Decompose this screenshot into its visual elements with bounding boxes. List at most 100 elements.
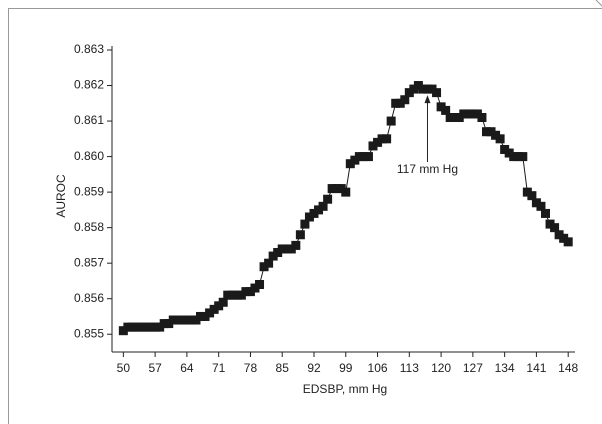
x-tick-label: 50 — [117, 361, 131, 375]
data-point — [223, 290, 233, 300]
data-point — [209, 304, 219, 314]
data-point — [491, 130, 501, 140]
data-point — [141, 322, 151, 332]
y-tick-label: 0.858 — [74, 220, 104, 234]
data-point — [255, 279, 265, 289]
data-point — [196, 311, 206, 321]
x-tick-label: 141 — [526, 361, 546, 375]
data-point — [264, 258, 274, 268]
data-point — [123, 322, 133, 332]
x-tick-label: 120 — [431, 361, 451, 375]
y-tick-label: 0.859 — [74, 184, 104, 198]
data-point — [155, 322, 165, 332]
data-point — [522, 187, 532, 197]
data-point — [300, 219, 310, 229]
data-point — [495, 134, 505, 144]
data-point — [259, 262, 269, 272]
corner-mark — [595, 0, 602, 7]
data-point — [472, 109, 482, 119]
y-tick-label: 0.855 — [74, 326, 104, 340]
y-tick-label: 0.856 — [74, 291, 104, 305]
data-point — [268, 251, 278, 261]
y-tick-label: 0.857 — [74, 255, 104, 269]
data-point — [350, 155, 360, 165]
x-tick-label: 134 — [495, 361, 515, 375]
data-point — [395, 98, 405, 108]
data-point — [377, 134, 387, 144]
data-point — [200, 311, 210, 321]
data-point — [336, 184, 346, 194]
data-point — [382, 134, 392, 144]
data-point — [409, 84, 419, 94]
data-point — [513, 152, 523, 162]
data-point — [554, 230, 564, 240]
y-tick-label: 0.863 — [74, 42, 104, 56]
x-tick-label: 64 — [180, 361, 194, 375]
data-point — [227, 290, 237, 300]
data-point — [368, 141, 378, 151]
data-point — [332, 184, 342, 194]
data-point — [486, 127, 496, 137]
data-point — [432, 88, 442, 98]
data-point — [150, 322, 160, 332]
data-point — [436, 102, 446, 112]
data-point — [127, 322, 137, 332]
data-point — [500, 144, 510, 154]
data-point — [550, 223, 560, 233]
data-point — [345, 159, 355, 169]
data-point — [386, 116, 396, 126]
data-point — [441, 105, 451, 115]
data-point — [282, 244, 292, 254]
data-point — [454, 113, 464, 123]
x-tick-label: 57 — [148, 361, 162, 375]
data-point — [540, 208, 550, 218]
data-point — [132, 322, 142, 332]
y-tick-label: 0.860 — [74, 149, 104, 163]
x-axis-title: EDSBP, mm Hg — [303, 382, 387, 396]
data-point — [159, 319, 169, 329]
data-point — [477, 113, 487, 123]
data-point — [318, 201, 328, 211]
data-point — [527, 191, 537, 201]
data-point — [232, 290, 242, 300]
data-point — [536, 201, 546, 211]
data-point — [295, 230, 305, 240]
x-tick-label: 92 — [307, 361, 321, 375]
data-point — [218, 297, 228, 307]
annotation-arrowhead — [424, 95, 431, 104]
data-point — [354, 152, 364, 162]
data-point — [277, 244, 287, 254]
data-point — [359, 152, 369, 162]
data-point — [164, 319, 174, 329]
data-point — [137, 322, 147, 332]
x-tick-label: 85 — [276, 361, 290, 375]
data-point — [413, 81, 423, 91]
data-point — [531, 198, 541, 208]
x-tick-label: 99 — [339, 361, 353, 375]
y-axis-title: AUROC — [54, 174, 68, 218]
data-point — [418, 84, 428, 94]
data-point — [509, 152, 519, 162]
data-point — [118, 326, 128, 336]
data-point — [304, 212, 314, 222]
data-point — [445, 113, 455, 123]
data-point — [245, 287, 255, 297]
x-tick-label: 113 — [400, 361, 419, 375]
data-point — [186, 315, 196, 325]
data-point — [504, 148, 514, 158]
data-point — [559, 233, 569, 243]
data-point — [173, 315, 183, 325]
data-point — [309, 208, 319, 218]
data-point — [177, 315, 187, 325]
data-point — [518, 152, 528, 162]
data-point — [273, 248, 283, 258]
data-point — [327, 184, 337, 194]
data-point — [563, 237, 573, 247]
data-point — [236, 290, 246, 300]
data-point — [450, 113, 460, 123]
data-line — [123, 84, 569, 332]
data-point — [286, 244, 296, 254]
x-tick-label: 148 — [558, 361, 578, 375]
data-point — [404, 88, 414, 98]
data-point — [341, 187, 351, 197]
